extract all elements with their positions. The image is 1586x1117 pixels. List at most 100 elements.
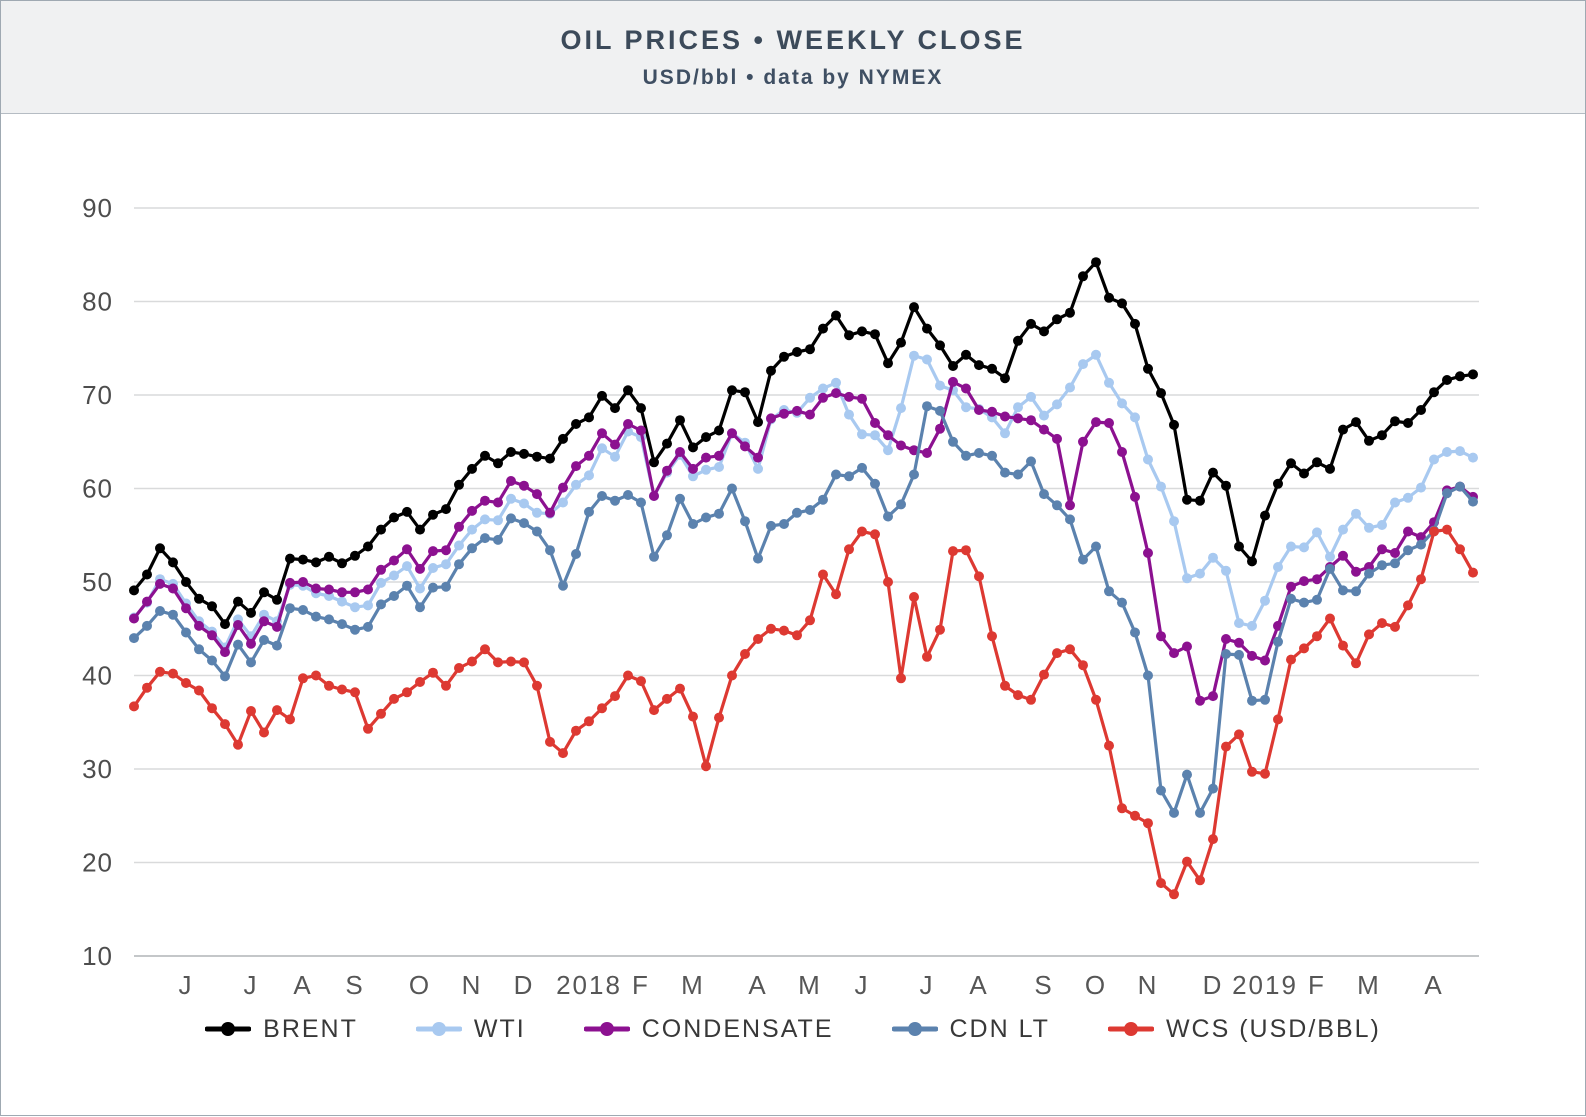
x-tick-label: N <box>1138 970 1159 1000</box>
legend-marker-icon <box>415 1022 462 1036</box>
data-point <box>428 582 438 593</box>
data-point <box>467 463 477 474</box>
data-point <box>1377 618 1387 629</box>
data-point <box>1156 878 1166 889</box>
data-point <box>1442 524 1452 535</box>
data-point <box>1182 494 1192 505</box>
data-point <box>1338 424 1348 435</box>
data-point <box>753 463 763 474</box>
data-point <box>1299 542 1309 553</box>
data-point <box>415 563 425 574</box>
data-point <box>324 584 334 595</box>
data-point <box>610 439 620 450</box>
data-point <box>1312 527 1322 538</box>
data-point <box>857 393 867 404</box>
data-point <box>714 425 724 436</box>
data-point <box>610 403 620 414</box>
y-tick-label: 40 <box>82 661 113 691</box>
data-point <box>727 483 737 494</box>
data-point <box>142 620 152 631</box>
data-point <box>1104 292 1114 303</box>
data-point <box>1091 541 1101 552</box>
data-point <box>1416 405 1426 415</box>
data-point <box>1416 482 1426 493</box>
data-point <box>441 680 451 691</box>
x-tick-label: 2018 <box>556 970 622 1000</box>
data-point <box>584 506 594 517</box>
data-point <box>155 578 165 589</box>
data-point <box>961 383 971 394</box>
data-point <box>1156 388 1166 399</box>
data-point <box>1273 478 1283 489</box>
data-point <box>987 363 997 374</box>
data-point <box>805 409 815 420</box>
data-point <box>792 405 802 416</box>
data-point <box>1117 597 1127 608</box>
data-point <box>1000 680 1010 691</box>
data-point <box>935 405 945 416</box>
legend-item-brent: BRENT <box>205 1015 358 1044</box>
data-point <box>1130 412 1140 423</box>
data-point <box>1429 526 1439 537</box>
x-tick-label: A <box>1424 970 1443 1000</box>
data-point <box>948 376 958 387</box>
data-point <box>714 462 724 472</box>
data-point <box>1208 834 1218 845</box>
data-point <box>454 521 464 532</box>
data-point <box>1234 729 1244 740</box>
data-point <box>1351 417 1361 428</box>
data-point <box>467 656 477 667</box>
data-point <box>1078 271 1088 282</box>
data-point <box>753 417 763 428</box>
data-point <box>220 671 230 682</box>
data-point <box>1130 627 1140 638</box>
data-point <box>870 418 880 428</box>
data-point <box>1052 648 1062 659</box>
data-point <box>441 559 451 570</box>
data-point <box>558 748 568 759</box>
data-point <box>1091 417 1101 428</box>
data-point <box>870 430 880 441</box>
data-point <box>1390 497 1400 508</box>
data-point <box>298 605 308 615</box>
data-point <box>545 545 555 556</box>
data-point <box>948 436 958 447</box>
data-point <box>181 603 191 614</box>
data-point <box>272 621 282 632</box>
data-point <box>402 687 412 698</box>
data-point <box>1377 560 1387 571</box>
data-point <box>1195 807 1205 818</box>
data-point <box>688 471 698 482</box>
data-point <box>1221 741 1231 752</box>
data-point <box>701 432 711 443</box>
data-point <box>896 673 906 684</box>
data-point <box>1195 875 1205 886</box>
data-point <box>155 543 165 554</box>
data-point <box>1338 524 1348 535</box>
data-point <box>623 670 633 681</box>
data-point <box>129 613 139 624</box>
data-point <box>987 450 997 461</box>
data-point <box>1247 695 1257 706</box>
data-point <box>1104 418 1114 428</box>
data-point <box>675 493 685 504</box>
data-point <box>441 504 451 515</box>
data-point <box>688 519 698 529</box>
data-point <box>142 682 152 693</box>
x-tick-label: M <box>681 970 705 1000</box>
data-point <box>701 464 711 475</box>
data-point <box>467 524 477 535</box>
data-point <box>558 497 568 508</box>
data-point <box>480 495 490 506</box>
data-point <box>909 350 919 361</box>
data-point <box>233 620 243 630</box>
data-point <box>1052 399 1062 410</box>
data-point <box>909 592 919 602</box>
data-point <box>935 624 945 635</box>
data-point <box>1468 369 1478 380</box>
data-point <box>415 602 425 613</box>
data-point <box>1182 856 1192 867</box>
data-point <box>818 392 828 403</box>
data-point <box>844 544 854 555</box>
data-point <box>753 553 763 564</box>
